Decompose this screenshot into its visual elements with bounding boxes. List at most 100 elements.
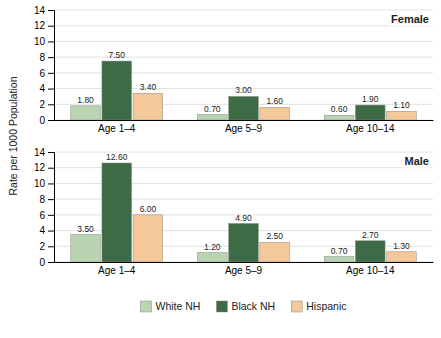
tick-label: 6 [39,68,45,79]
tick: Age 10–14 [346,123,395,134]
bar [387,252,417,262]
tick-label: 2 [39,99,45,110]
panel-title: Female [389,12,431,26]
tick-label: 4 [39,83,45,94]
tick-mark [48,26,54,27]
tick: 12 [34,20,54,31]
bar [260,242,290,262]
legend-label: Black NH [231,300,275,312]
tick: 6 [39,210,54,221]
grid-line [54,10,433,11]
tick-label: 10 [34,36,46,47]
legend-item: Hispanic [291,300,346,312]
tick: 2 [39,99,54,110]
title: Male [405,155,429,167]
data-label: 3.40 [140,82,157,92]
legend-swatch [141,301,152,312]
bar [355,241,385,262]
bar [71,106,101,120]
tick: Age 10–14 [346,265,395,276]
bar [102,163,132,262]
tick-mark [48,89,54,90]
grid [54,10,433,120]
bars [71,61,416,120]
tick: 14 [34,147,54,158]
tick: 8 [39,194,54,205]
tick-mark [48,199,54,200]
panel: 1.800.700.607.503.001.903.401.601.100246… [34,5,434,134]
tick: 10 [34,36,54,47]
data-label: 2.50 [266,231,283,241]
bar [229,224,259,263]
tick-label: 2 [39,241,45,252]
bar [102,61,132,120]
axis-line [55,120,434,121]
bar [324,257,354,263]
data-label: 1.80 [77,95,94,105]
tick-mark [48,262,54,263]
tick: 10 [34,178,54,189]
tick: 6 [39,68,54,79]
axis-line [48,11,55,121]
title-background [403,154,431,168]
panel: 3.501.200.7012.604.902.706.002.501.30024… [34,147,434,276]
tick-label: 4 [39,225,45,236]
tick-label: 0 [39,257,45,268]
tick-mark [48,41,54,42]
tick: Age 5–9 [225,265,263,276]
data-label: 1.30 [393,241,410,251]
tick-mark [48,168,54,169]
bar [229,96,259,120]
grid-line [54,25,433,26]
legend-label: Hispanic [306,300,346,312]
data-label: 1.10 [393,100,410,110]
y-axis: 02468101214 [34,5,55,126]
legend-item: Black NH [216,300,275,312]
tick: Age 1–4 [98,123,136,134]
tick-mark [48,120,54,121]
tick-label: 12 [34,162,46,173]
data-labels: 1.80 0.70 0.60 7.50 3.00 1.90 3.40 1.60 1.10 [77,50,410,114]
tick-label: Age 1–4 [98,123,136,134]
tick: 2 [39,241,54,252]
data-label: 1.60 [266,96,283,106]
bar [387,111,417,120]
bars [71,163,416,262]
data-label: 0.70 [331,246,348,256]
tick: 8 [39,52,54,63]
bar [133,93,163,120]
tick-mark [48,231,54,232]
bar [133,215,163,262]
tick-mark [48,152,54,153]
bar [260,107,290,120]
data-label: 3.00 [235,85,252,95]
tick-label: Age 10–14 [346,123,395,134]
y-axis: 0 2 4 6 8 10 12 14 [34,147,55,268]
tick-label: Age 10–14 [346,265,395,276]
axis-line [48,153,55,263]
tick-mark [48,57,54,58]
tick: 4 [39,225,54,236]
legend-swatch [291,301,302,312]
tick: Age 5–9 [225,123,263,134]
data-label: 1.90 [362,94,379,104]
tick-label: 8 [39,52,45,63]
x-axis: Age 1–4 Age 5–9 Age 10–14 [55,121,434,135]
data-label: 3.50 [77,224,94,234]
data-label: 7.50 [108,50,125,60]
data-label: 0.60 [331,104,348,114]
data-label: 2.70 [362,230,379,240]
title-background [389,12,431,26]
tick: 14 [34,5,54,16]
tick-mark [48,215,54,216]
legend-swatch [216,301,227,312]
tick-label: Age 5–9 [225,123,263,134]
grid [54,152,433,262]
axis-line [55,262,434,263]
tick: 12 [34,162,54,173]
tick: 0 [39,257,54,268]
data-label: 0.70 [204,104,221,114]
tick-label: 12 [34,20,46,31]
bar [355,105,385,120]
chart: 1.80 0.70 0.60 7.50 3.00 1.90 3.40 1.60 1.10 0 2 4 6… [0,0,441,338]
